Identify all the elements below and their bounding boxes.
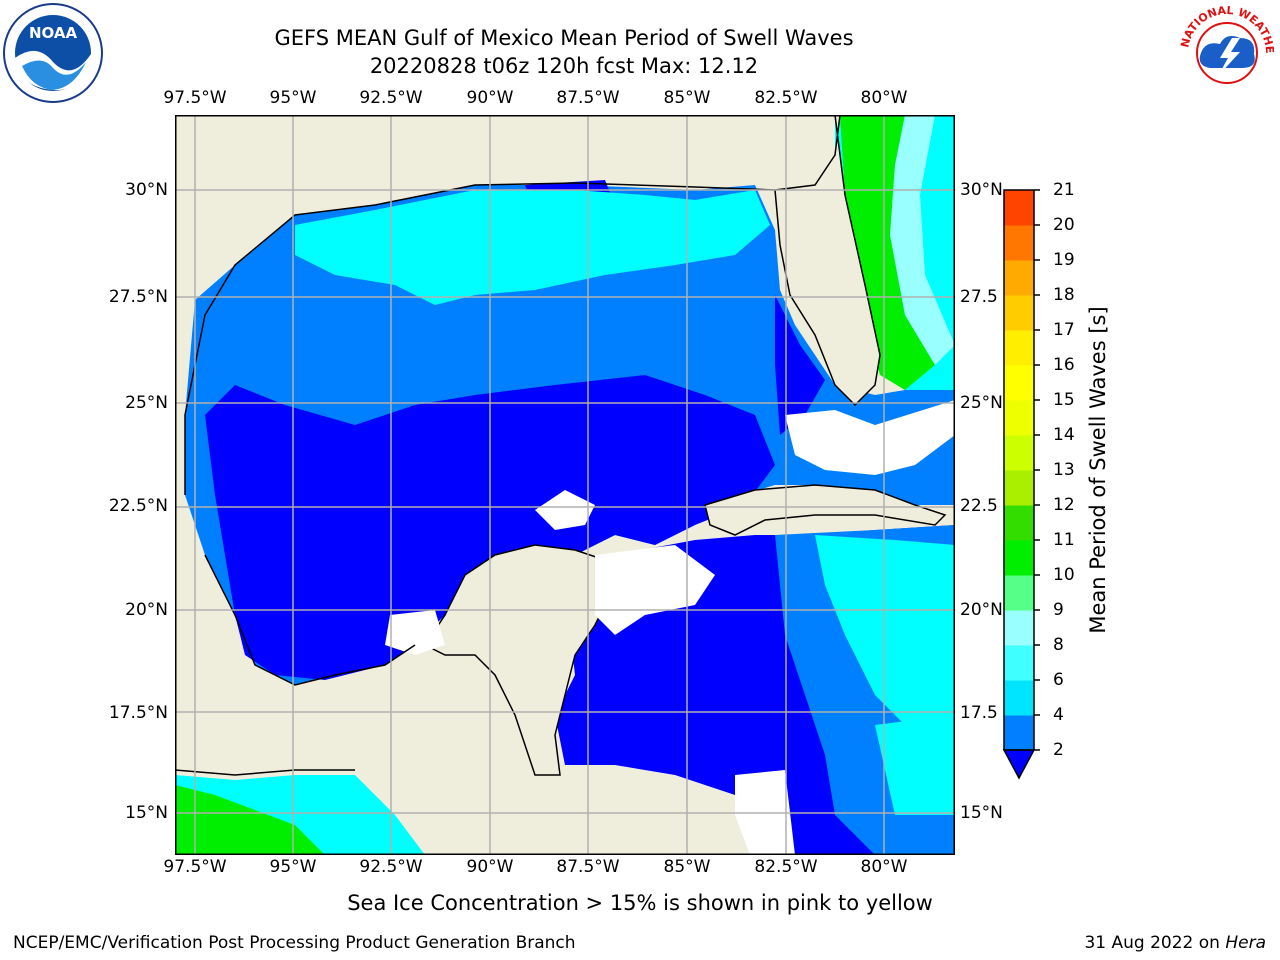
missing-data-patch <box>785 400 955 475</box>
lon-label-bottom: 82.5°W <box>754 857 818 877</box>
chart-title: GEFS MEAN Gulf of Mexico Mean Period of … <box>274 26 854 50</box>
swell-2-4-patch <box>775 295 825 435</box>
footer-date: 31 Aug 2022 on Hera <box>1084 933 1266 953</box>
colorbar-tick-label: 16 <box>1053 355 1075 375</box>
footer-date-text: 31 Aug 2022 on <box>1084 933 1226 953</box>
colorbar-segment <box>1004 225 1034 261</box>
lon-label-top: 85°W <box>663 88 711 108</box>
colorbar-tick-label: 19 <box>1053 250 1075 270</box>
colorbar-segment <box>1004 190 1034 226</box>
lon-label-top: 90°W <box>466 88 514 108</box>
gridlines <box>175 115 955 855</box>
colorbar-segment <box>1004 365 1034 401</box>
colorbar-segment <box>1004 645 1034 681</box>
colorbar-tick-label: 8 <box>1053 635 1064 655</box>
colorbar-segment <box>1004 470 1034 506</box>
colorbar-tick-label: 2 <box>1053 740 1064 760</box>
missing-data-patch <box>595 545 715 635</box>
lon-label-top: 92.5°W <box>359 88 423 108</box>
lat-label-right: 15°N <box>960 803 1003 823</box>
swell-6-8-patch <box>815 535 955 735</box>
colorbar-tick-label: 4 <box>1053 705 1064 725</box>
colorbar-tick-label: 12 <box>1053 495 1075 515</box>
florida-land <box>774 115 881 407</box>
lon-label-bottom: 92.5°W <box>359 857 423 877</box>
lat-label-right: 25°N <box>960 393 1003 413</box>
lat-label-left: 15°N <box>125 803 168 823</box>
lon-label-bottom: 90°W <box>466 857 514 877</box>
colorbar-tick-label: 6 <box>1053 670 1064 690</box>
colorbar-segment <box>1004 505 1034 541</box>
lat-label-right: 20°N <box>960 600 1003 620</box>
colorbar-segment <box>1004 610 1034 646</box>
colorbar-segment <box>1004 295 1034 331</box>
lat-label-left: 30°N <box>125 180 168 200</box>
lat-label-right: 30°N <box>960 180 1003 200</box>
coastline <box>204 554 416 686</box>
footer-credit: NCEP/EMC/Verification Post Processing Pr… <box>13 933 576 953</box>
colorbar-tick-label: 15 <box>1053 390 1075 410</box>
lat-label-left: 25°N <box>125 393 168 413</box>
colorbar-segment <box>1004 435 1034 471</box>
footer-host: Hera <box>1225 933 1266 953</box>
colorbar-segment <box>1004 680 1034 716</box>
colorbar <box>1002 189 1040 780</box>
lon-label-top: 87.5°W <box>556 88 620 108</box>
noaa-logo-icon: NOAA <box>3 3 103 103</box>
swell-8-9-band <box>890 115 955 365</box>
colorbar-tick-label: 14 <box>1053 425 1075 445</box>
map-plot <box>175 115 955 855</box>
colorbar-tick-label: 20 <box>1053 215 1075 235</box>
colorbar-segment <box>1004 330 1034 366</box>
colorbar-tick-label: 13 <box>1053 460 1075 480</box>
swell-6-8-band <box>295 190 770 305</box>
colorbar-tick-label: 18 <box>1053 285 1075 305</box>
colorbar-extend-arrow <box>1002 749 1036 780</box>
sea-ice-note: Sea Ice Concentration > 15% is shown in … <box>347 891 933 915</box>
lon-label-top: 80°W <box>860 88 908 108</box>
lat-label-left: 27.5°N <box>108 287 168 307</box>
missing-data-patch <box>535 490 595 530</box>
lon-label-bottom: 85°W <box>663 857 711 877</box>
colorbar-segment <box>1004 540 1034 576</box>
missing-data-patch <box>385 610 445 655</box>
lat-label-right: 22.5 <box>960 496 998 516</box>
lon-label-bottom: 97.5°W <box>163 857 227 877</box>
lat-label-left: 22.5°N <box>108 496 168 516</box>
colorbar-segment <box>1004 575 1034 611</box>
lon-label-bottom: 95°W <box>269 857 317 877</box>
cuba-land <box>704 484 947 536</box>
nws-logo-icon: NATIONAL WEATHER SERVICE <box>1176 2 1276 102</box>
chart-subtitle: 20220828 t06z 120h fcst Max: 12.12 <box>369 54 759 78</box>
colorbar-label: Mean Period of Swell Waves [s] <box>1086 306 1110 634</box>
colorbar-segment <box>1004 400 1034 436</box>
colorbar-tick-label: 11 <box>1053 530 1075 550</box>
colorbar-segment <box>1004 715 1034 751</box>
lat-label-right: 27.5 <box>960 287 998 307</box>
lon-label-top: 95°W <box>269 88 317 108</box>
lon-label-top: 82.5°W <box>754 88 818 108</box>
lon-label-bottom: 87.5°W <box>556 857 620 877</box>
lat-label-right: 17.5 <box>960 703 998 723</box>
swell-10-12-band <box>840 115 935 390</box>
lon-label-top: 97.5°W <box>163 88 227 108</box>
swell-10-12-band <box>175 785 325 855</box>
colorbar-tick-label: 17 <box>1053 320 1075 340</box>
colorbar-tick-label: 10 <box>1053 565 1075 585</box>
lon-label-bottom: 80°W <box>860 857 908 877</box>
yucatan-land <box>423 544 616 776</box>
coastline <box>175 769 355 776</box>
colorbar-tick-label: 21 <box>1053 180 1075 200</box>
colorbar-segment <box>1004 260 1034 296</box>
colorbar-tick-label: 9 <box>1053 600 1064 620</box>
noaa-logo-text: NOAA <box>29 24 78 42</box>
lat-label-left: 20°N <box>125 600 168 620</box>
lat-label-left: 17.5°N <box>108 703 168 723</box>
swell-6-8-patch <box>875 715 955 815</box>
